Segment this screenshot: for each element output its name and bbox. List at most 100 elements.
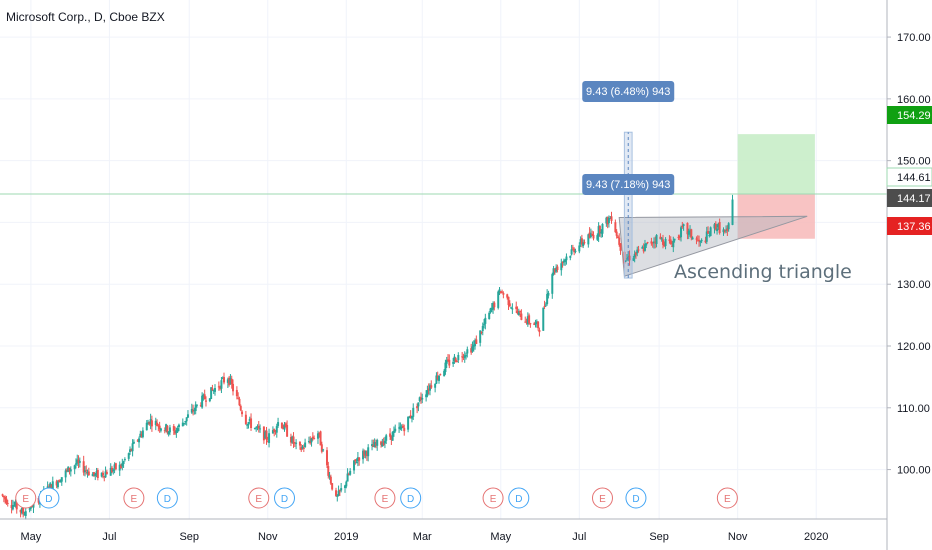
candle (248, 416, 251, 424)
candle (498, 287, 501, 296)
candle-body (293, 442, 296, 444)
candle-body (654, 241, 657, 244)
candle (331, 482, 334, 491)
candle-body (579, 239, 582, 244)
candle (690, 228, 693, 241)
candle (403, 424, 406, 436)
candle (195, 404, 198, 408)
candle-body (114, 463, 117, 470)
candle-body (502, 292, 505, 295)
candle (564, 258, 567, 266)
candle-body (183, 422, 186, 424)
candle-body (139, 433, 142, 438)
candle (542, 307, 545, 331)
candle-body (74, 463, 77, 465)
candle-body (409, 415, 412, 418)
candle (430, 380, 433, 389)
candle (456, 360, 459, 363)
candle (201, 392, 204, 409)
candle (634, 251, 637, 259)
candle (221, 376, 224, 380)
candle (419, 392, 422, 404)
time-tick-label: Jul (102, 531, 116, 543)
candle-body (132, 441, 135, 444)
candle-body (401, 425, 404, 428)
candle-body (304, 442, 307, 448)
candle-body (244, 414, 247, 425)
candle-body (220, 380, 223, 389)
candle (283, 422, 286, 432)
time-tick-label: 2020 (804, 531, 828, 543)
candle-body (248, 418, 251, 421)
candle-body (186, 414, 189, 418)
candle (24, 507, 27, 520)
candle (528, 313, 531, 325)
candle (172, 423, 175, 435)
candle-body (637, 249, 640, 251)
event-marker-label: D (632, 494, 639, 505)
candle-body (168, 427, 171, 433)
candle (427, 383, 430, 395)
candle-body (519, 310, 522, 313)
price-tag-box (887, 189, 932, 207)
candle (547, 290, 550, 299)
measure-tool[interactable]: 9.43 (6.48%) 943 9.43 (7.18%) 943 (582, 81, 675, 279)
ascending-triangle-label[interactable]: Ascending triangle (674, 261, 852, 283)
candle-body (203, 394, 206, 400)
candle-body (131, 443, 134, 452)
candle-body (268, 433, 271, 443)
candle (316, 430, 319, 444)
candle (136, 439, 139, 442)
candle (313, 435, 316, 440)
candle-body (336, 495, 339, 497)
candle-body (37, 497, 40, 503)
event-marker-label: D (45, 494, 52, 505)
candle-body (398, 427, 401, 429)
candle-body (633, 253, 636, 258)
time-tick-label: 2019 (334, 531, 358, 543)
candle-body (105, 471, 108, 475)
candle (439, 373, 442, 376)
candle (346, 468, 349, 482)
candle (425, 390, 428, 402)
candle-body (174, 430, 177, 434)
candle-body (49, 483, 52, 491)
candle (289, 433, 292, 447)
candle-body (722, 229, 725, 233)
candle-body (59, 481, 62, 483)
candle (96, 468, 99, 481)
candle-body (87, 471, 90, 476)
candle (671, 241, 674, 247)
candle-body (322, 449, 325, 451)
candle-body (320, 444, 323, 452)
candle-body (147, 422, 150, 425)
candle (515, 301, 518, 314)
candle (610, 211, 613, 224)
candle-body (256, 426, 259, 428)
price-tick-label: 170.00 (897, 32, 931, 44)
candle-body (247, 422, 250, 426)
candle (466, 346, 469, 358)
candle (120, 463, 123, 469)
candle-body (328, 475, 331, 477)
candle (682, 223, 685, 231)
candle-body (516, 310, 519, 314)
candle (338, 489, 341, 497)
price-tick-label: 110.00 (897, 403, 930, 415)
candle-body (184, 421, 187, 423)
triangle-drawing[interactable] (618, 215, 808, 277)
candle (731, 194, 734, 226)
candle (253, 427, 256, 430)
candle-body (77, 459, 80, 464)
candle-body (490, 307, 493, 311)
candle-body (28, 508, 31, 510)
candle-body (669, 239, 672, 245)
candle-body (319, 431, 322, 446)
chart-grid (0, 0, 887, 519)
candle (624, 260, 627, 263)
candle-body (193, 409, 196, 411)
candle-body (150, 420, 153, 427)
candle-body (219, 386, 222, 389)
candle (489, 307, 492, 314)
